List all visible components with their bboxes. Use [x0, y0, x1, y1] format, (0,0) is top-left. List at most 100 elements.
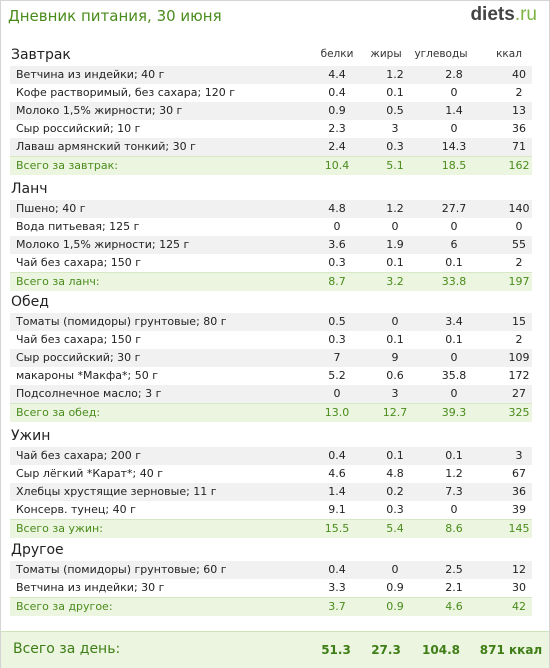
day-total-carbs: 104.8 [422, 643, 460, 657]
col-fat: жиры [370, 48, 402, 60]
food-row: Кофе растворимый, без сахара; 120 г 0.4 0.… [10, 84, 532, 102]
carbs-value: 2.5 [445, 563, 463, 576]
protein-value: 5.2 [328, 369, 346, 382]
meal-total-label: Всего за другое: [16, 600, 113, 613]
kcal-value: 325 [508, 406, 530, 419]
protein-value: 0.4 [328, 563, 346, 576]
meal-total-row: Всего за завтрак: 10.4 5.1 18.5 162 [10, 156, 532, 175]
kcal-value: 15 [512, 315, 526, 328]
carbs-value: 0.1 [445, 333, 463, 346]
kcal-value: 2 [515, 256, 523, 269]
food-name: Лаваш армянский тонкий; 30 г [16, 140, 196, 153]
protein-value: 2.3 [328, 122, 346, 135]
carbs-value: 0.1 [445, 256, 463, 269]
food-row: Лаваш армянский тонкий; 30 г 2.4 0.3 14.3 71 [10, 138, 532, 156]
fat-value: 0.9 [386, 581, 404, 594]
fat-value: 0.6 [386, 369, 404, 382]
food-name: Томаты (помидоры) грунтовые; 80 г [16, 315, 227, 328]
fat-value: 4.8 [386, 467, 404, 480]
carbs-value: 8.6 [445, 522, 463, 535]
fat-value: 3 [391, 122, 399, 135]
meal-title: Другое [11, 542, 64, 558]
kcal-value: 109 [508, 351, 530, 364]
carbs-value: 2.1 [445, 581, 463, 594]
fat-value: 5.1 [386, 159, 404, 172]
carbs-value: 14.3 [441, 140, 467, 153]
fat-value: 1.2 [386, 202, 404, 215]
food-row: Чай без сахара; 200 г 0.4 0.1 0.1 3 [10, 447, 532, 465]
protein-value: 9.1 [328, 503, 346, 516]
meal-total-row: Всего за ужин: 15.5 5.4 8.6 145 [10, 519, 532, 538]
meal-total-label: Всего за завтрак: [16, 159, 119, 172]
carbs-value: 7.3 [445, 485, 463, 498]
header: Дневник питания, 30 июня diets.ru [1, 1, 549, 35]
meal-total-row: Всего за обед: 13.0 12.7 39.3 325 [10, 403, 532, 422]
food-row: макароны *Макфа*; 50 г 5.2 0.6 35.8 172 [10, 367, 532, 385]
food-row: Ветчина из индейки; 40 г 4.4 1.2 2.8 40 [10, 66, 532, 84]
meal-section: Ланч Пшено; 40 г 4.8 1.2 27.7 140 Вода питьева… [1, 179, 541, 291]
meal-title: Ужин [11, 428, 51, 444]
fat-value: 0 [391, 315, 399, 328]
day-total-label: Всего за день: [13, 641, 121, 657]
meal-title: Обед [11, 294, 49, 310]
site-logo[interactable]: diets.ru [470, 4, 537, 26]
col-carbs: углеводы [414, 48, 468, 60]
fat-value: 0.2 [386, 485, 404, 498]
food-name: Сыр российский; 30 г [16, 351, 141, 364]
kcal-value: 2 [515, 86, 523, 99]
fat-value: 12.7 [382, 406, 408, 419]
protein-value: 0.3 [328, 256, 346, 269]
protein-value: 8.7 [328, 275, 346, 288]
protein-value: 0 [333, 220, 341, 233]
meal-total-row: Всего за ланч: 8.7 3.2 33.8 197 [10, 272, 532, 291]
fat-value: 0.3 [386, 140, 404, 153]
protein-value: 0 [333, 387, 341, 400]
food-name: Чай без сахара; 150 г [16, 333, 142, 346]
carbs-value: 0 [450, 220, 458, 233]
fat-value: 0.1 [386, 333, 404, 346]
day-total-bar: Всего за день: 51.3 27.3 104.8 871 ккал [1, 631, 549, 668]
protein-value: 2.4 [328, 140, 346, 153]
food-name: Сыр лёгкий *Карат*; 40 г [16, 467, 164, 480]
carbs-value: 0 [450, 503, 458, 516]
kcal-value: 197 [508, 275, 530, 288]
col-kcal: ккал [496, 48, 522, 60]
fat-value: 0.1 [386, 449, 404, 462]
protein-value: 10.4 [324, 159, 350, 172]
kcal-value: 145 [508, 522, 530, 535]
food-name: Ветчина из индейки; 40 г [16, 68, 165, 81]
carbs-value: 0.1 [445, 449, 463, 462]
protein-value: 3.3 [328, 581, 346, 594]
fat-value: 0.1 [386, 86, 404, 99]
carbs-value: 35.8 [441, 369, 467, 382]
kcal-value: 3 [515, 449, 523, 462]
protein-value: 0.9 [328, 104, 346, 117]
food-name: Молоко 1,5% жирности; 125 г [16, 238, 190, 251]
meal-title: Завтрак [11, 47, 71, 63]
food-name: Томаты (помидоры) грунтовые; 60 г [16, 563, 227, 576]
meal-total-row: Всего за другое: 3.7 0.9 4.6 42 [10, 597, 532, 616]
col-protein: белки [320, 48, 354, 60]
carbs-value: 1.2 [445, 467, 463, 480]
food-row: Сыр лёгкий *Карат*; 40 г 4.6 4.8 1.2 67 [10, 465, 532, 483]
food-name: Ветчина из индейки; 30 г [16, 581, 165, 594]
fat-value: 0.9 [386, 600, 404, 613]
fat-value: 0 [391, 563, 399, 576]
day-total-fat: 27.3 [371, 643, 401, 657]
kcal-value: 172 [508, 369, 530, 382]
carbs-value: 39.3 [441, 406, 467, 419]
protein-value: 7 [333, 351, 341, 364]
kcal-value: 40 [512, 68, 526, 81]
food-row: Пшено; 40 г 4.8 1.2 27.7 140 [10, 200, 532, 218]
protein-value: 15.5 [324, 522, 350, 535]
meal-section: Другое Томаты (помидоры) грунтовые; 60 г 0… [1, 540, 541, 616]
carbs-value: 18.5 [441, 159, 467, 172]
carbs-value: 6 [450, 238, 458, 251]
food-row: Хлебцы хрустящие зерновые; 11 г 1.4 0.2 7.3… [10, 483, 532, 501]
kcal-value: 36 [512, 485, 526, 498]
fat-value: 5.4 [386, 522, 404, 535]
fat-value: 0.1 [386, 256, 404, 269]
kcal-value: 162 [508, 159, 530, 172]
logo-tld: .ru [514, 4, 537, 25]
food-name: Подсолнечное масло; 3 г [16, 387, 162, 400]
